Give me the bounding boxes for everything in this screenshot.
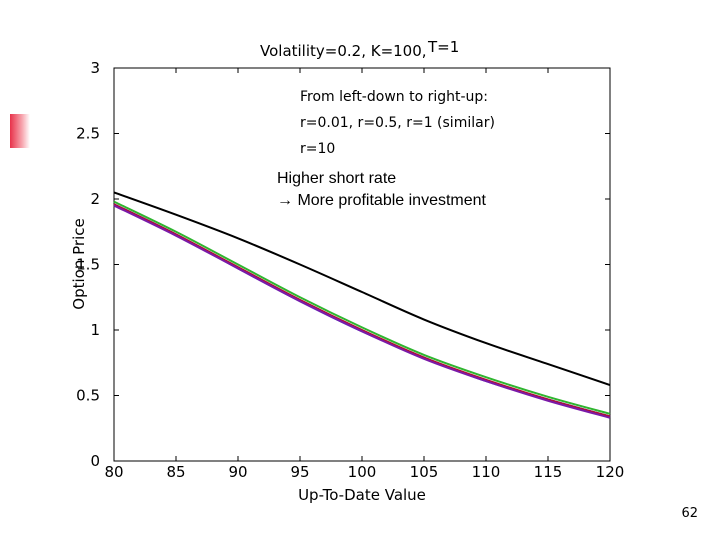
annotation-more-profitable: → More profitable investment <box>277 192 487 209</box>
x-tick-label: 115 <box>534 463 563 481</box>
x-tick-label: 105 <box>410 463 439 481</box>
x-tick-label: 95 <box>290 463 309 481</box>
series-line-5 <box>113 191 611 386</box>
x-tick-label: 80 <box>104 463 123 481</box>
x-tick-label: 100 <box>348 463 377 481</box>
series-line-3 <box>113 204 611 419</box>
annotation-similar-rates: r=0.01, r=0.5, r=1 (similar) <box>300 115 495 131</box>
series-line-1 <box>113 203 611 418</box>
annotation-from-left: From left-down to right-up: <box>300 89 488 105</box>
y-tick-label: 2.5 <box>76 125 100 143</box>
series-line-4 <box>113 200 611 415</box>
x-tick-label: 85 <box>166 463 185 481</box>
series-line-2 <box>113 203 611 418</box>
y-tick-label: 3 <box>90 59 100 77</box>
y-axis-label: Option Price <box>70 218 88 309</box>
page-number: 62 <box>681 506 698 521</box>
x-tick-label: 120 <box>596 463 625 481</box>
chart-title: Volatility=0.2, K=100, <box>260 42 427 60</box>
annotation-higher-short-rate: Higher short rate <box>277 170 396 187</box>
series-lines <box>113 191 611 419</box>
y-tick-label: 0.5 <box>76 387 100 405</box>
y-tick-label: 1 <box>90 321 100 339</box>
chart-title-suffix: T=1 <box>427 38 459 56</box>
decorative-red-bar <box>10 114 30 148</box>
annotation-r10: r=10 <box>300 141 335 157</box>
axis-ticks: 80 85 90 95 100 105 110 115 120 0 0.5 1 1.5 2 2.5 3 <box>76 59 624 481</box>
x-tick-label: 90 <box>228 463 247 481</box>
x-axis-label: Up-To-Date Value <box>298 486 426 504</box>
x-tick-label: 110 <box>472 463 501 481</box>
y-tick-label: 2 <box>90 190 100 208</box>
y-tick-label: 0 <box>90 452 100 470</box>
y-tick-label: 1.5 <box>76 256 100 274</box>
